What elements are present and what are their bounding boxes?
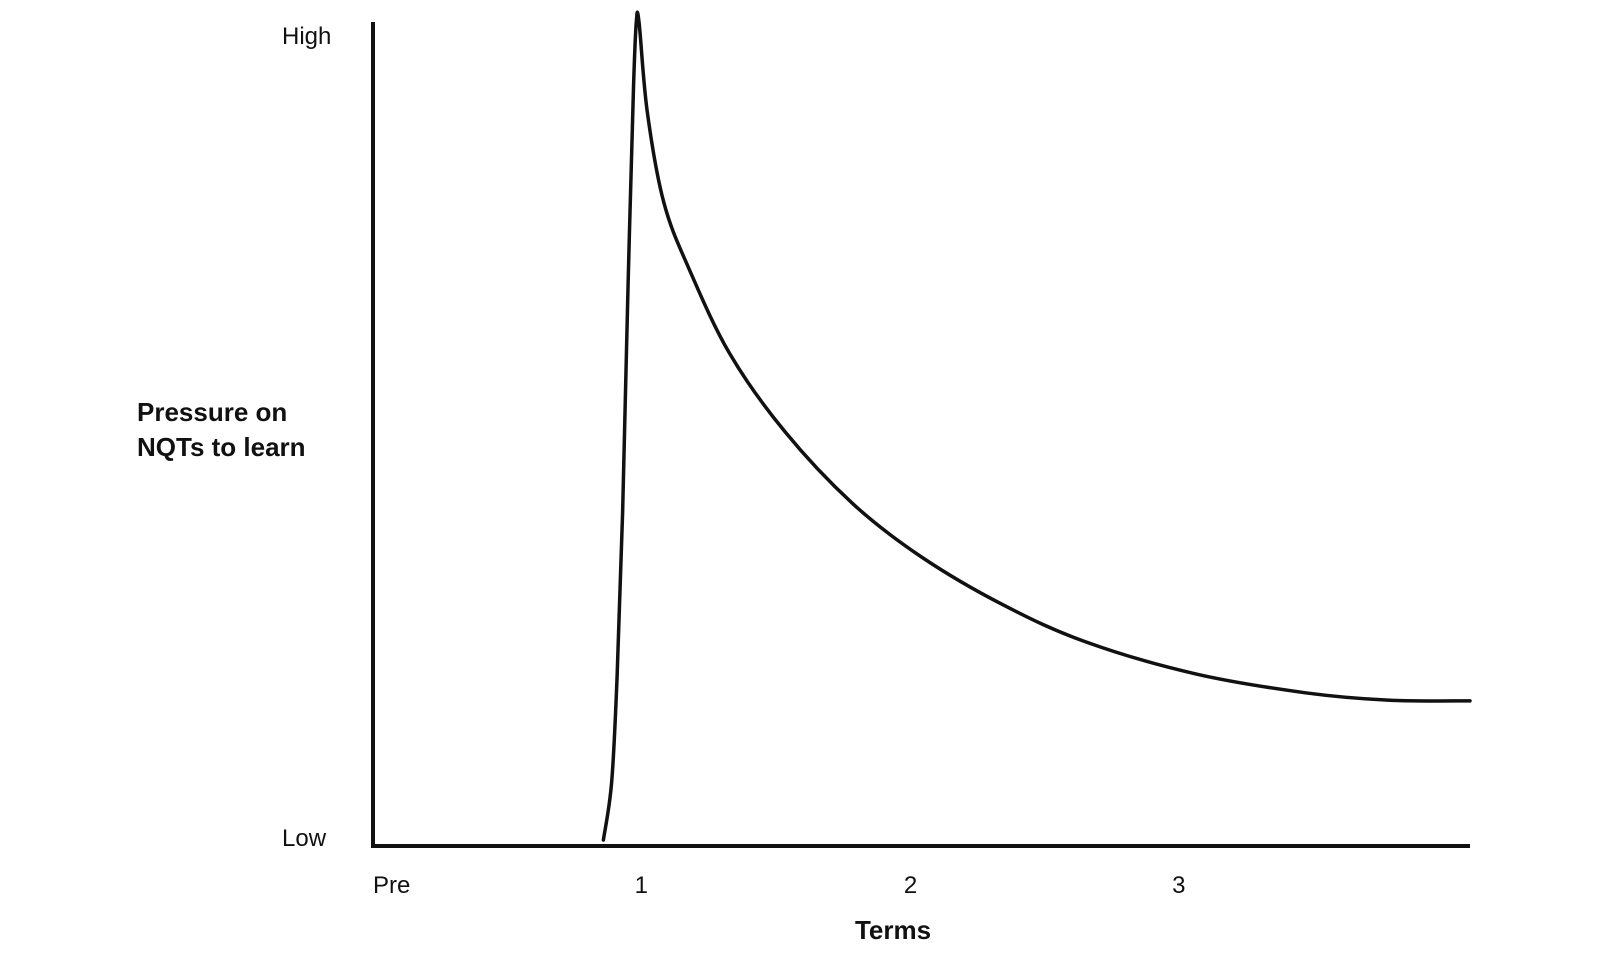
y-axis-title-line-2: NQTs to learn: [137, 432, 306, 462]
axes: [371, 22, 1470, 848]
x-tick-label-2: 2: [904, 872, 917, 899]
y-axis-title-line-1: Pressure on: [137, 397, 287, 427]
y-axis-title: Pressure on NQTs to learn: [137, 397, 306, 462]
x-tick-labels: Pre 1 2 3: [373, 872, 1185, 899]
x-tick-label-1: 1: [635, 872, 648, 899]
y-tick-label-high: High: [282, 23, 331, 50]
series-line: [601, 10, 1472, 842]
y-tick-label-low: Low: [282, 825, 327, 852]
x-tick-label-pre: Pre: [373, 872, 410, 899]
x-axis-title: Terms: [855, 915, 931, 945]
y-tick-labels: Low High: [282, 23, 331, 852]
x-tick-label-3: 3: [1172, 872, 1185, 899]
